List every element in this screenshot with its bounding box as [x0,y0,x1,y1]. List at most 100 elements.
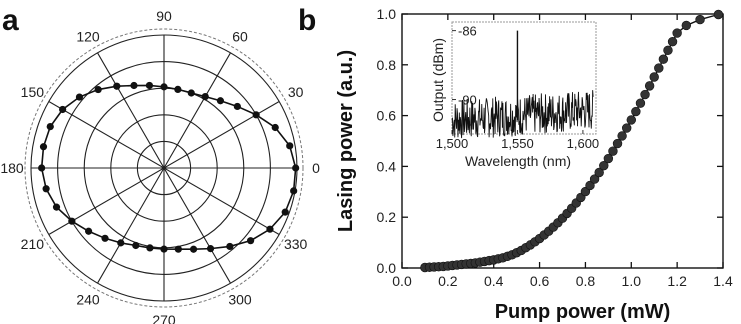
x-tick-label: 0.0 [392,273,412,289]
x-tick-label: 1.2 [667,273,687,289]
lasing-point [681,20,692,31]
polar-series [38,81,300,253]
polar-angle-label: 300 [228,292,252,308]
polar-point [187,89,195,97]
lasing-point [635,98,646,108]
lasing-point [663,45,673,56]
polar-point [75,93,84,101]
plot-frame [401,13,724,269]
polar-point [117,239,125,247]
y-tick-label: 0.6 [377,108,397,124]
polar-curve [40,84,297,251]
inset-spectrum: Wavelength (nm) Output (dBm) -86-901,500… [430,21,600,169]
polar-angle-label: 0 [312,160,320,176]
polar-point [160,245,168,253]
x-axis-title: Pump power (mW) [495,301,671,323]
polar-angle-label: 240 [76,292,100,308]
inset-x-axis-title: Wavelength (nm) [465,153,571,169]
lasing-point [626,115,636,125]
lasing-point [585,180,595,191]
y-tick-label: 0.2 [377,209,397,225]
polar-point [145,81,154,90]
polar-point [201,92,209,101]
lasing-point [644,81,655,91]
polar-point [42,185,50,193]
polar-point [281,208,289,216]
x-tick-label: 0.2 [438,273,458,289]
polar-point [174,245,182,253]
lasing-point [603,153,614,164]
lasing-series [420,9,724,273]
polar-point [101,234,109,242]
lasing-point [621,123,632,133]
axis-ticks: 0.0 0.2 0.4 0.6 0.8 1.0 1.2 1.4 0.0 0.2 0.4 0.6 0.8 1… [377,6,733,289]
x-tick-label: 0.6 [530,273,550,289]
polar-point [94,85,102,94]
polar-point [113,82,121,90]
y-tick-label: 0.0 [377,260,397,276]
polar-chart: a 0 30 60 90 120 150 180 210 240 270 300 330 [0,4,320,324]
polar-angle-label: 180 [0,160,24,176]
polar-point [252,111,260,119]
y-tick-label: 0.8 [377,57,397,73]
polar-point [266,225,274,233]
lasing-point [649,72,659,82]
polar-point [146,244,154,252]
inset-y-tick-label: -86 [458,24,477,39]
polar-point [46,123,54,131]
lasing-point [672,28,682,38]
polar-point [290,187,298,195]
polar-point [233,102,241,111]
polar-grid [24,28,304,308]
polar-point [39,143,48,151]
x-tick-label: 0.4 [484,273,504,289]
polar-angle-label: 150 [21,84,45,100]
polar-angle-label: 30 [288,84,304,100]
x-tick-label: 1.4 [713,273,733,289]
polar-point [247,237,255,245]
polar-point [132,241,140,250]
lasing-point [695,14,705,25]
polar-outer-ring [24,28,304,308]
polar-point [189,245,198,253]
panel-letter-b: b [298,4,316,37]
polar-angle-label: 120 [76,28,100,44]
polar-angle-labels: 0 30 60 90 120 150 180 210 240 270 300 330 [0,8,320,324]
polar-point [286,142,294,150]
polar-point [216,97,225,105]
lasing-point [599,160,609,171]
inset-x-tick-label: 1,550 [501,136,534,151]
x-tick-label: 1.0 [622,273,642,289]
lasing-point [589,174,600,184]
lasing-point [594,167,604,178]
polar-point [174,85,182,94]
polar-angle-label: 210 [21,236,45,252]
inset-x-tick-label: 1,500 [436,136,469,151]
lasing-point [658,54,669,64]
inset-x-tick-label: 1,600 [567,136,600,151]
polar-point [160,83,168,91]
inset-y-axis-title: Output (dBm) [430,38,446,122]
inset-noise-trace [451,90,594,139]
lasing-point [654,63,664,73]
polar-point [38,164,46,172]
polar-point [271,123,279,132]
lasing-point [617,131,627,141]
polar-angle-label: 60 [232,28,248,44]
polar-point [292,164,300,172]
lasing-point [608,146,618,156]
polar-angle-label: 90 [156,8,172,24]
polar-point [130,81,138,90]
polar-point [68,217,76,225]
plot-frame-rect [401,13,724,269]
y-tick-label: 0.4 [377,158,397,174]
polar-angle-label: 270 [152,312,176,324]
lasing-point [612,138,623,149]
panel-letter-a: a [2,4,19,37]
polar-point [226,242,234,251]
lasing-point [667,36,678,47]
lasing-point [713,9,724,20]
x-tick-label: 0.8 [576,273,596,289]
polar-point [85,227,93,235]
